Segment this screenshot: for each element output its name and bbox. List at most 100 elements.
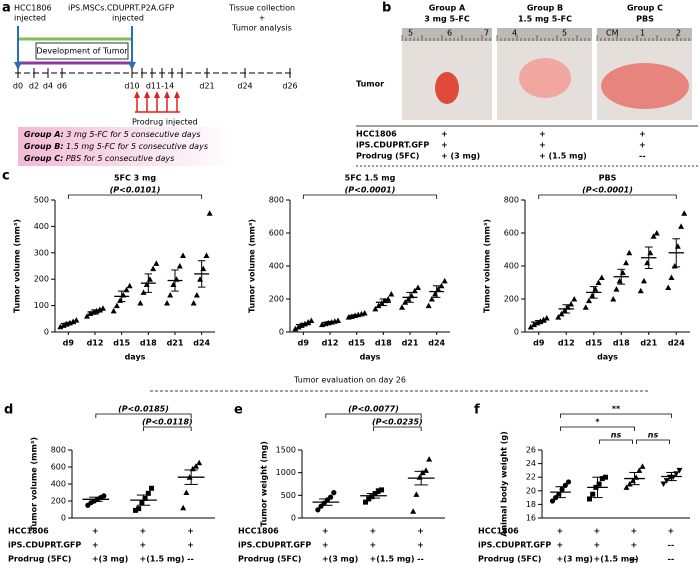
y-tick-label: 600 (269, 229, 284, 238)
data-point (678, 223, 685, 229)
error-bar (379, 298, 388, 307)
x-tick-label: d18 (613, 339, 630, 348)
data-point (411, 287, 418, 294)
x-axis-label: days (125, 353, 146, 362)
table-cell: + (417, 541, 424, 550)
chart-title: 5FC 3 mg (114, 174, 156, 183)
data-point (200, 265, 207, 272)
y-tick-label: 0 (61, 514, 66, 523)
data-point (167, 292, 174, 298)
error-bar (136, 494, 151, 506)
y-tick-label: 0 (279, 328, 284, 337)
x-axis-label: days (597, 353, 618, 362)
data-point (335, 317, 341, 323)
table-row-label: Prodrug (5FC) (478, 555, 541, 564)
table-cell: +(3 mg) (557, 555, 593, 564)
data-point (153, 260, 160, 266)
data-point (100, 305, 106, 311)
table-cell: + (557, 527, 564, 536)
x-tick-label: d18 (140, 339, 157, 348)
development-box (35, 42, 129, 60)
day-label: d6 (57, 82, 67, 91)
data-point (399, 304, 405, 310)
table-cell: -- (417, 555, 424, 564)
table-cell: + (594, 541, 601, 550)
data-point (596, 481, 602, 487)
data-point (206, 210, 213, 216)
group-name: Group B: (24, 142, 64, 151)
table-row-label: Prodrug (5FC) (238, 555, 301, 564)
table-cell: +(3 mg) (92, 555, 128, 564)
ruler (497, 28, 592, 41)
error-bar (555, 486, 566, 499)
group-line: Group C: PBS for 5 consecutive days (24, 154, 174, 163)
data-point (610, 296, 617, 302)
data-point (441, 277, 448, 284)
y-axis-label: Tumor volume (mm³) (248, 219, 257, 313)
table-cell: + (322, 527, 329, 536)
ruler-number: 4 (512, 29, 517, 38)
data-point (113, 302, 120, 309)
event-label: injected (112, 14, 144, 23)
data-point (331, 490, 337, 496)
data-point (571, 296, 578, 302)
error-bar (432, 285, 441, 298)
y-tick-label: 0 (514, 328, 519, 337)
data-point (530, 321, 537, 328)
panel-letter: b (382, 1, 391, 16)
ruler-number: 1 (640, 29, 645, 38)
data-point (363, 499, 368, 505)
y-tick-label: 18 (526, 500, 536, 509)
data-point (145, 490, 151, 496)
x-tick-label: d21 (167, 339, 184, 348)
table-cell: + (322, 541, 329, 550)
x-tick-label: d21 (402, 339, 419, 348)
data-point (137, 299, 144, 306)
data-point (183, 489, 190, 495)
x-tick-label: d12 (558, 339, 575, 348)
development-label: Development of Tumor (36, 47, 128, 56)
data-point (555, 314, 562, 320)
bracket (67, 194, 203, 199)
table-cell: + (441, 141, 448, 150)
error-bar (117, 290, 126, 303)
error-bar (326, 320, 334, 324)
error-bar (534, 319, 543, 325)
data-point (653, 230, 660, 236)
data-point (598, 274, 605, 281)
error-bar (89, 496, 103, 502)
x-tick-label: d24 (668, 339, 685, 348)
tumor (435, 72, 459, 104)
bracket-label: (P<0.0001) (582, 186, 633, 195)
data-point (361, 310, 368, 316)
data-point (543, 314, 550, 321)
y-tick-label: 500 (34, 196, 49, 205)
error-bar (64, 321, 73, 326)
data-point (425, 302, 432, 309)
ruler-number: 7 (484, 29, 489, 38)
data-point (84, 313, 90, 319)
chart-title: 5FC 1.5 mg (345, 174, 396, 183)
y-tick-label: 200 (269, 295, 284, 304)
day-label: d26 (282, 82, 297, 91)
bracket-label: (P<0.0101) (110, 186, 161, 195)
data-point (585, 297, 592, 304)
data-point (626, 249, 633, 256)
panel-letter: f (474, 403, 480, 418)
day-label: d4 (43, 82, 53, 91)
data-point (413, 491, 420, 497)
x-tick-label: d15 (348, 339, 365, 348)
x-tick-label: d9 (533, 339, 545, 348)
panel-letter: d (4, 403, 13, 418)
group-text: 1.5 mg 5-FC for 5 consecutive days (64, 142, 208, 151)
data-point (595, 279, 602, 285)
y-tick-label: 800 (504, 196, 519, 205)
arrow-head (134, 91, 140, 98)
data-point (549, 498, 556, 504)
table-cell: + (557, 541, 564, 550)
bracket-label: (P<0.0235) (372, 418, 423, 427)
data-point (328, 494, 334, 500)
data-point (385, 296, 392, 302)
table-row-label: Prodrug (5FC) (8, 555, 71, 564)
